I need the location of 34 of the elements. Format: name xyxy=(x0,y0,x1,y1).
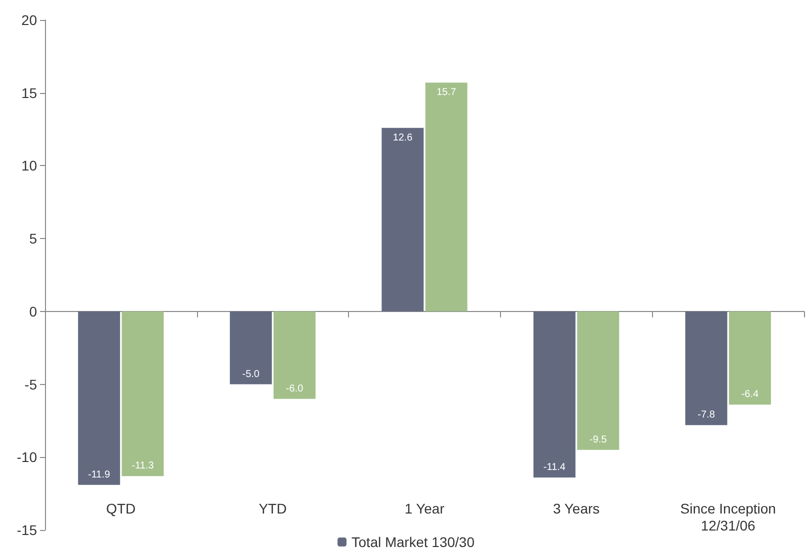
legend-label: Total Market 130/30 xyxy=(352,534,475,550)
data-label: -6.4 xyxy=(741,389,759,400)
bar xyxy=(533,311,576,478)
y-tick-label: -5 xyxy=(24,376,38,392)
y-tick-label: 0 xyxy=(29,303,38,320)
bar xyxy=(230,311,272,384)
y-tick-label: 10 xyxy=(21,158,38,174)
bar xyxy=(122,311,164,476)
y-tick-label: 15 xyxy=(21,84,38,101)
data-label: -11.9 xyxy=(88,469,111,480)
bar xyxy=(685,311,728,426)
bar xyxy=(577,311,620,450)
bar xyxy=(425,82,468,312)
data-label: -9.5 xyxy=(590,434,608,446)
y-tick-label: -15 xyxy=(16,522,38,538)
data-label: 15.7 xyxy=(436,87,457,98)
bar xyxy=(382,128,424,312)
x-tick-label: QTD xyxy=(106,500,136,516)
data-label: -11.3 xyxy=(132,460,154,472)
data-label: -6.0 xyxy=(286,383,304,394)
data-label: -7.8 xyxy=(698,410,716,421)
bar xyxy=(728,311,771,405)
y-tick-label: 20 xyxy=(21,12,38,28)
data-label: -11.4 xyxy=(543,462,566,474)
bar xyxy=(78,311,120,485)
x-tick-label: 1 Year xyxy=(404,500,445,516)
x-tick-label: 3 Years xyxy=(552,500,600,516)
x-tick-label: YTD xyxy=(258,500,287,516)
bar xyxy=(274,311,316,399)
y-tick-label: -10 xyxy=(16,449,38,466)
data-label: 12.6 xyxy=(392,132,413,144)
data-label: -5.0 xyxy=(242,368,260,380)
x-tick-label: Since Inception 12/31/06 xyxy=(680,500,776,534)
y-tick-label: 5 xyxy=(29,230,38,247)
